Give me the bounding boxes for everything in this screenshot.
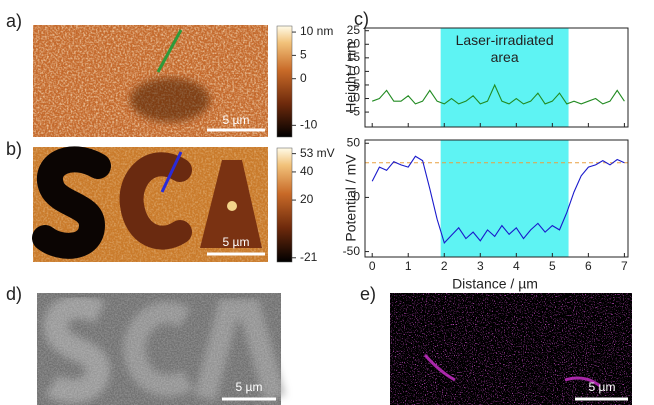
y-tick-label: 50 [347, 135, 361, 149]
y-tick-label: 15 [347, 50, 361, 64]
scale-label: 5 µm [236, 380, 263, 394]
colorbar-tick-label: 20 [300, 192, 314, 206]
scale-label: 5 µm [223, 113, 250, 127]
colorbar-tick-label: 10 nm [300, 24, 333, 38]
x-tick-label: 7 [621, 259, 628, 273]
colorbar-tick-label: 53 mV [300, 146, 335, 160]
y-tick-label: 10 [347, 64, 361, 78]
s-pattern [45, 159, 98, 245]
y-tick-label: 25 [347, 23, 361, 37]
colorbar [277, 26, 292, 137]
x-tick-label: 6 [585, 259, 592, 273]
scale-label: 5 µm [589, 380, 616, 394]
y-tick-label: 0 [353, 190, 360, 204]
panel-label: b) [6, 139, 22, 159]
colorbar-tick-label: 40 [300, 164, 314, 178]
x-tick-label: 5 [549, 259, 556, 273]
a-spot [227, 201, 237, 211]
x-tick-label: 3 [477, 259, 484, 273]
panel-label: a) [6, 11, 22, 31]
colorbar [277, 148, 292, 262]
y-tick-label: 20 [347, 36, 361, 50]
y-tick-label: 0 [353, 91, 360, 105]
colorbar-tick-label: 5 [300, 48, 307, 62]
scale-label: 5 µm [223, 235, 250, 249]
afm-dark-region [130, 78, 210, 122]
colorbar-tick-label: 0 [300, 71, 307, 85]
colorbar-tick-label: -21 [300, 250, 318, 264]
x-axis-label: Distance / µm [452, 276, 538, 292]
figure: a) b) c) d) e) 5 µm 5 µm 5 µm 5 µm Dista… [0, 0, 654, 405]
y-tick-label: -5 [349, 104, 360, 118]
x-tick-label: 4 [513, 259, 520, 273]
x-tick-label: 1 [405, 259, 412, 273]
panel-label: d) [6, 284, 22, 304]
x-tick-label: 0 [369, 259, 376, 273]
colorbar-tick-label: -10 [300, 118, 318, 132]
y-tick-label: 5 [353, 77, 360, 91]
panel-label: e) [360, 284, 376, 304]
annotation: Laser-irradiated area [441, 32, 569, 66]
x-tick-label: 2 [441, 259, 448, 273]
highlight-region [441, 140, 569, 257]
y-tick-label: -50 [343, 244, 361, 258]
